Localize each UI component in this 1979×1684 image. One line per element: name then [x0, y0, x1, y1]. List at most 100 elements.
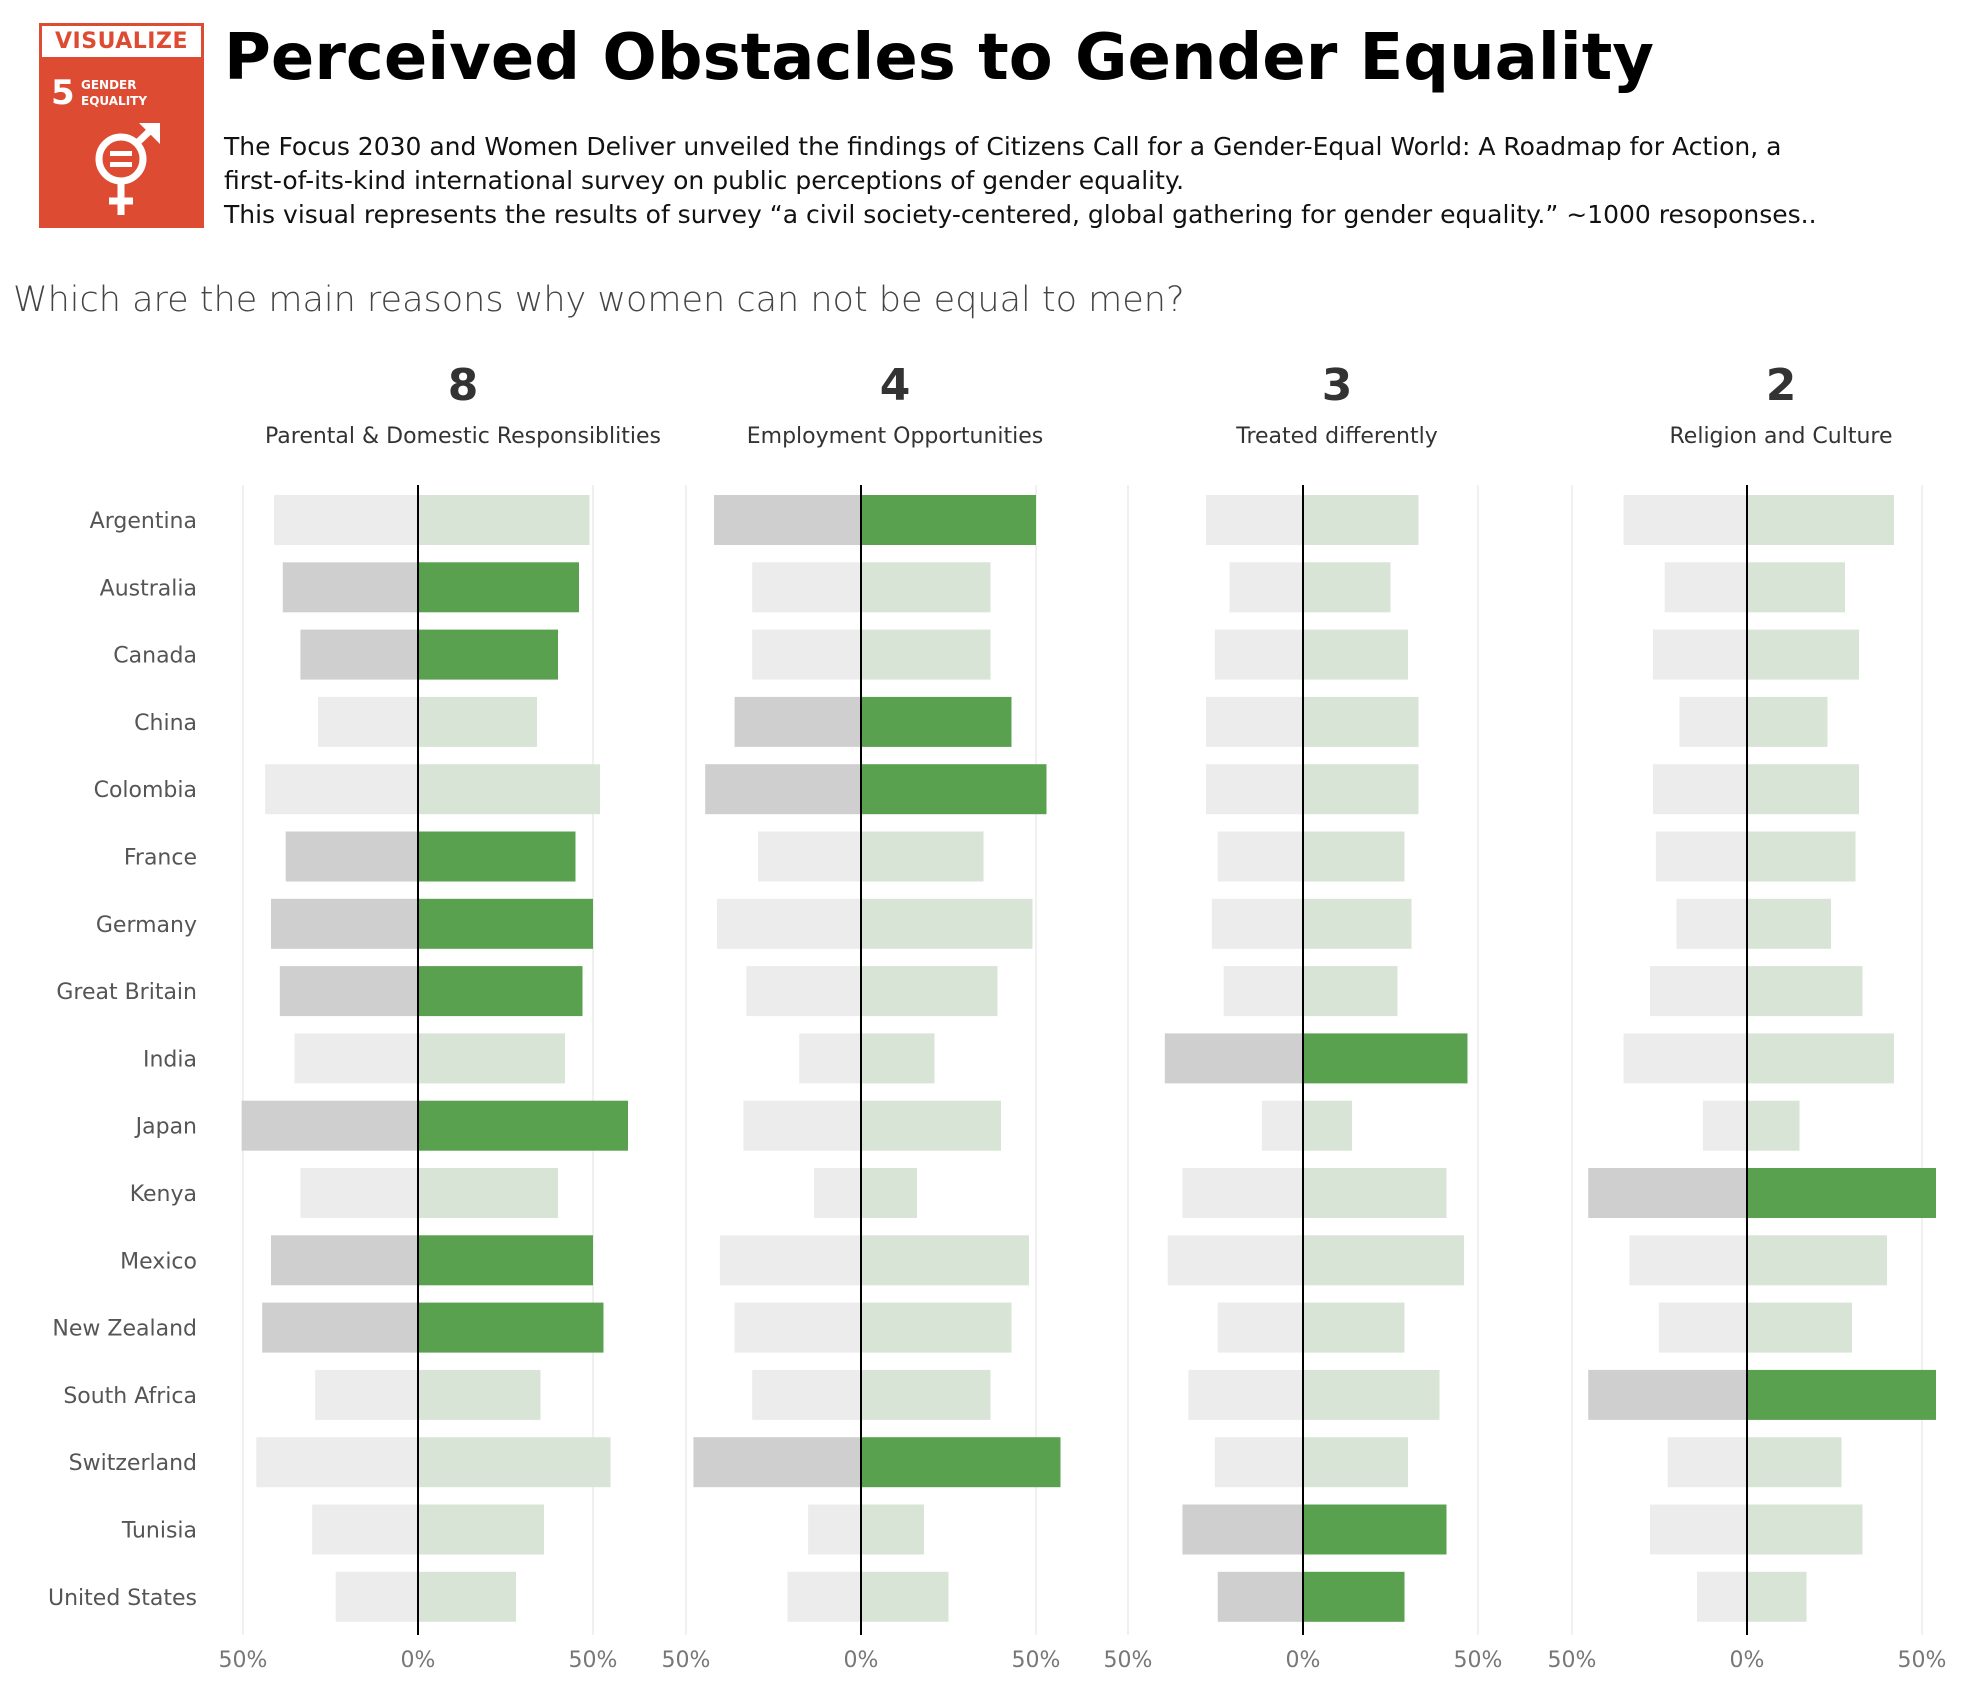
- bar-right: [1747, 831, 1856, 882]
- description-line-3: This visual represents the results of su…: [224, 200, 1817, 229]
- bar-left: [1676, 898, 1747, 949]
- bar-right: [418, 1571, 516, 1622]
- bar-right: [861, 1571, 949, 1622]
- bar-left: [752, 562, 861, 613]
- bar-left: [1217, 1571, 1303, 1622]
- bar-left: [1623, 1033, 1747, 1084]
- bar-right: [418, 1168, 558, 1218]
- bar-right: [1303, 831, 1405, 882]
- bar-left: [787, 1571, 861, 1622]
- bar-left: [1188, 1369, 1303, 1420]
- bar-right: [1747, 966, 1863, 1017]
- panel-title: Parental & Domestic Responsiblities: [265, 424, 661, 449]
- panel-count: 4: [880, 360, 911, 411]
- tick-label: 50%: [662, 1648, 711, 1673]
- country-label: Canada: [113, 644, 197, 669]
- bar-left: [746, 966, 861, 1017]
- tick-label: 0%: [1730, 1648, 1765, 1673]
- panel-count: 8: [448, 360, 479, 411]
- logo-goal-name-line1: GENDER: [81, 78, 137, 92]
- bar-right: [1303, 1437, 1408, 1488]
- bar-left: [279, 966, 418, 1017]
- bar-right: [861, 966, 998, 1017]
- bar-right: [1303, 1033, 1468, 1084]
- bar-left: [335, 1571, 418, 1622]
- panel-title: Treated differently: [1235, 424, 1437, 449]
- bar-left: [271, 1235, 418, 1286]
- tick-label: 50%: [1012, 1648, 1061, 1673]
- bar-left: [719, 1235, 861, 1286]
- bar-right: [1303, 1100, 1352, 1151]
- bar-left: [256, 1437, 418, 1488]
- bar-right: [1747, 1369, 1936, 1420]
- country-label: Germany: [96, 913, 197, 938]
- country-label: Switzerland: [69, 1451, 197, 1476]
- tick-label: 50%: [1104, 1648, 1153, 1673]
- bar-right: [1747, 1302, 1852, 1353]
- bar-left: [300, 1168, 418, 1218]
- country-label: Colombia: [94, 778, 197, 803]
- bar-right: [861, 898, 1033, 949]
- bar-left: [1652, 764, 1747, 815]
- bar-right: [861, 696, 1012, 747]
- bar-left: [716, 898, 861, 949]
- bar-left: [1211, 898, 1303, 949]
- country-label: Kenya: [130, 1182, 197, 1207]
- tick-label: 50%: [1454, 1648, 1503, 1673]
- bar-left: [271, 898, 418, 949]
- bar-right: [861, 831, 984, 882]
- bar-left: [693, 1437, 861, 1488]
- bar-right: [1747, 629, 1859, 680]
- bar-left: [1182, 1168, 1303, 1218]
- tick-label: 50%: [219, 1648, 268, 1673]
- bar-left: [1214, 1437, 1303, 1488]
- bar-left: [1205, 696, 1303, 747]
- country-label: Japan: [134, 1115, 197, 1140]
- bar-right: [1747, 495, 1894, 545]
- bar-right: [861, 1168, 917, 1218]
- country-label: Great Britain: [56, 980, 197, 1005]
- logo-goal-name: GENDER EQUALITY: [81, 77, 147, 109]
- gender-equality-symbol-icon: [95, 123, 160, 215]
- bar-left: [1629, 1235, 1747, 1286]
- bar-right: [1747, 898, 1831, 949]
- tick-label: 50%: [569, 1648, 618, 1673]
- bar-right: [418, 1033, 565, 1084]
- bar-right: [1303, 1504, 1447, 1555]
- bar-right: [418, 1302, 604, 1353]
- bar-left: [273, 495, 418, 545]
- bar-left: [265, 764, 418, 815]
- bar-left: [1702, 1100, 1747, 1151]
- bar-left: [1205, 495, 1303, 545]
- bar-right: [861, 764, 1047, 815]
- bar-right: [418, 1437, 611, 1488]
- country-label: United States: [48, 1586, 197, 1611]
- bar-left: [1229, 562, 1303, 613]
- tick-label: 50%: [1898, 1648, 1947, 1673]
- bar-left: [734, 1302, 861, 1353]
- bar-right: [418, 898, 593, 949]
- bar-left: [758, 831, 861, 882]
- bar-right: [1747, 1033, 1894, 1084]
- bar-left: [1164, 1033, 1303, 1084]
- bar-left: [1664, 562, 1747, 613]
- bar-left: [743, 1100, 861, 1151]
- bar-right: [1303, 562, 1391, 613]
- bar-right: [1303, 898, 1412, 949]
- bar-left: [1623, 495, 1747, 545]
- bar-right: [1747, 1235, 1887, 1286]
- bar-left: [813, 1168, 861, 1218]
- panel-count: 3: [1322, 360, 1353, 411]
- bar-right: [1303, 1369, 1440, 1420]
- bar-left: [714, 495, 861, 545]
- bar-right: [1303, 1168, 1447, 1218]
- logo-header: VISUALIZE: [42, 26, 201, 57]
- tick-label: 50%: [1548, 1648, 1597, 1673]
- bar-right: [861, 1369, 991, 1420]
- bar-right: [418, 696, 537, 747]
- bar-left: [241, 1100, 418, 1151]
- country-label: South Africa: [63, 1384, 197, 1409]
- bar-right: [1303, 1302, 1405, 1353]
- bar-left: [1679, 696, 1747, 747]
- bar-left: [1697, 1571, 1747, 1622]
